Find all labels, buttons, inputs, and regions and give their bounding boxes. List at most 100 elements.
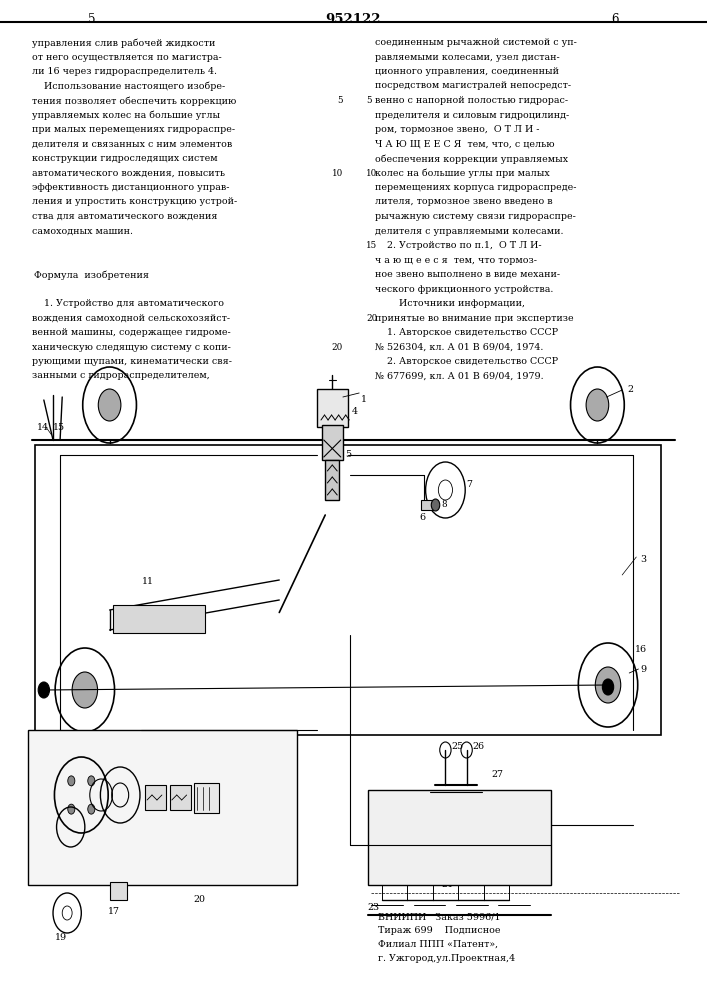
Text: Использование настоящего изобре-: Использование настоящего изобре- [32, 82, 225, 91]
Circle shape [72, 672, 98, 708]
Text: равляемыми колесами, узел дистан-: равляемыми колесами, узел дистан- [375, 52, 559, 62]
Text: 9: 9 [641, 665, 647, 674]
Text: при малых перемещениях гидрораспре-: при малых перемещениях гидрораспре- [32, 125, 235, 134]
Bar [170, 785, 191, 810]
Bar [113, 605, 205, 633]
Text: ления и упростить конструкцию устрой-: ления и упростить конструкцию устрой- [32, 198, 237, 207]
Text: 26: 26 [472, 742, 484, 751]
Text: ли 16 через гидрораспределитель 4.: ли 16 через гидрораспределитель 4. [32, 67, 217, 76]
Bar [322, 425, 343, 460]
Text: 10: 10 [332, 169, 343, 178]
Text: управляемых колес на большие углы: управляемых колес на большие углы [32, 110, 220, 120]
Text: Ч А Ю Щ Е Е С Я  тем, что, с целью: Ч А Ю Щ Е Е С Я тем, что, с целью [375, 140, 554, 149]
Text: 12: 12 [40, 747, 52, 756]
Text: пределителя и силовым гидроцилинд-: пределителя и силовым гидроцилинд- [375, 110, 569, 119]
Text: самоходных машин.: самоходных машин. [32, 227, 133, 235]
Text: посредством магистралей непосредст-: посредством магистралей непосредст- [375, 82, 571, 91]
Text: 5: 5 [345, 450, 351, 459]
Text: ное звено выполнено в виде механи-: ное звено выполнено в виде механи- [375, 270, 560, 279]
Text: 2. Устройство по п.1,  О Т Л И-: 2. Устройство по п.1, О Т Л И- [375, 241, 542, 250]
Text: 17: 17 [108, 907, 120, 916]
Text: 3: 3 [641, 555, 647, 564]
Bar [325, 460, 339, 500]
Bar [421, 500, 433, 510]
Circle shape [586, 389, 609, 421]
Text: 1. Устройство для автоматического: 1. Устройство для автоматического [32, 299, 224, 308]
Text: 20: 20 [193, 895, 205, 904]
Text: ром, тормозное звено,  О Т Л И -: ром, тормозное звено, О Т Л И - [375, 125, 539, 134]
Text: 952122: 952122 [326, 13, 381, 26]
Text: тения позволяет обеспечить коррекцию: тения позволяет обеспечить коррекцию [32, 96, 236, 106]
Text: № 677699, кл. А 01 В 69/04, 1979.: № 677699, кл. А 01 В 69/04, 1979. [375, 371, 544, 380]
Circle shape [68, 804, 75, 814]
Text: 15: 15 [366, 241, 378, 250]
Text: 24: 24 [442, 880, 453, 889]
Bar [28, 730, 297, 885]
Text: ч а ю щ е е с я  тем, что тормоз-: ч а ю щ е е с я тем, что тормоз- [375, 256, 537, 265]
Text: 16: 16 [635, 645, 647, 654]
Text: 23: 23 [368, 903, 380, 912]
Text: 5: 5 [88, 13, 95, 26]
Text: ханическую следящую систему с копи-: ханическую следящую систему с копи- [32, 342, 230, 352]
Text: колес на большие углы при малых: колес на большие углы при малых [375, 169, 549, 178]
Bar [368, 790, 551, 885]
Text: 10: 10 [366, 169, 378, 178]
Circle shape [88, 804, 95, 814]
Bar [35, 445, 661, 735]
Text: делителя с управляемыми колесами.: делителя с управляемыми колесами. [375, 227, 563, 235]
Text: ционного управления, соединенный: ционного управления, соединенный [375, 67, 559, 76]
Text: вождения самоходной сельскохозяйст-: вождения самоходной сельскохозяйст- [32, 314, 230, 323]
Text: 8: 8 [441, 500, 447, 509]
Text: обеспечения коррекции управляемых: обеспечения коррекции управляемых [375, 154, 568, 163]
Text: 6: 6 [612, 13, 619, 26]
Text: 7: 7 [467, 480, 472, 489]
Text: Источники информации,: Источники информации, [375, 299, 525, 308]
Text: 20: 20 [366, 314, 378, 323]
Text: 4: 4 [351, 407, 357, 416]
Text: занными с гидрораспределителем,: занными с гидрораспределителем, [32, 371, 209, 380]
Text: эффективность дистанционного управ-: эффективность дистанционного управ- [32, 183, 229, 192]
Text: ства для автоматического вождения: ства для автоматического вождения [32, 212, 217, 221]
Text: 1. Авторское свидетельство СССР: 1. Авторское свидетельство СССР [375, 328, 558, 337]
Text: г. Ужгород,ул.Проектная,4: г. Ужгород,ул.Проектная,4 [378, 954, 515, 963]
Circle shape [431, 499, 440, 511]
Text: 5: 5 [366, 96, 372, 105]
Text: конструкции гидроследящих систем: конструкции гидроследящих систем [32, 154, 218, 163]
Circle shape [602, 679, 614, 695]
Bar [317, 389, 348, 427]
Text: автоматического вождения, повысить: автоматического вождения, повысить [32, 169, 225, 178]
Text: 11: 11 [141, 577, 153, 586]
Text: № 526304, кл. А 01 В 69/04, 1974.: № 526304, кл. А 01 В 69/04, 1974. [375, 342, 543, 352]
Text: ВНИИПИ   Заказ 5996/1: ВНИИПИ Заказ 5996/1 [378, 912, 501, 921]
Text: принятые во внимание при экспертизе: принятые во внимание при экспертизе [375, 314, 573, 323]
Text: лителя, тормозное звено введено в: лителя, тормозное звено введено в [375, 198, 552, 207]
Text: перемещениях корпуса гидрораспреде-: перемещениях корпуса гидрораспреде- [375, 183, 576, 192]
Bar [194, 783, 219, 813]
Circle shape [98, 389, 121, 421]
Text: 25: 25 [451, 742, 463, 751]
Text: от него осуществляется по магистра-: от него осуществляется по магистра- [32, 52, 221, 62]
Circle shape [68, 776, 75, 786]
Text: 6: 6 [419, 513, 426, 522]
Text: соединенным рычажной системой с уп-: соединенным рычажной системой с уп- [375, 38, 577, 47]
Text: 19: 19 [54, 933, 66, 942]
Text: Тираж 699    Подписное: Тираж 699 Подписное [378, 926, 501, 935]
Text: управления слив рабочей жидкости: управления слив рабочей жидкости [32, 38, 215, 47]
Text: рычажную систему связи гидрораспре-: рычажную систему связи гидрораспре- [375, 212, 575, 221]
Text: 15: 15 [53, 423, 65, 432]
Text: 1: 1 [361, 395, 366, 404]
Text: Формула  изобретения: Формула изобретения [35, 270, 149, 279]
Text: 27: 27 [491, 770, 503, 779]
Text: 2. Авторское свидетельство СССР: 2. Авторское свидетельство СССР [375, 357, 558, 366]
Text: рующими щупами, кинематически свя-: рующими щупами, кинематически свя- [32, 357, 232, 366]
Text: Филиал ППП «Патент»,: Филиал ППП «Патент», [378, 940, 498, 949]
Text: 5: 5 [337, 96, 343, 105]
Circle shape [88, 776, 95, 786]
Text: 20: 20 [332, 342, 343, 352]
Text: 13: 13 [73, 810, 85, 819]
Text: венно с напорной полостью гидрорас-: венно с напорной полостью гидрорас- [375, 96, 568, 105]
Text: венной машины, содержащее гидроме-: венной машины, содержащее гидроме- [32, 328, 230, 337]
Text: ческого фрикционного устройства.: ческого фрикционного устройства. [375, 285, 553, 294]
Text: 2: 2 [628, 385, 633, 394]
Text: делителя и связанных с ним элементов: делителя и связанных с ним элементов [32, 140, 232, 149]
